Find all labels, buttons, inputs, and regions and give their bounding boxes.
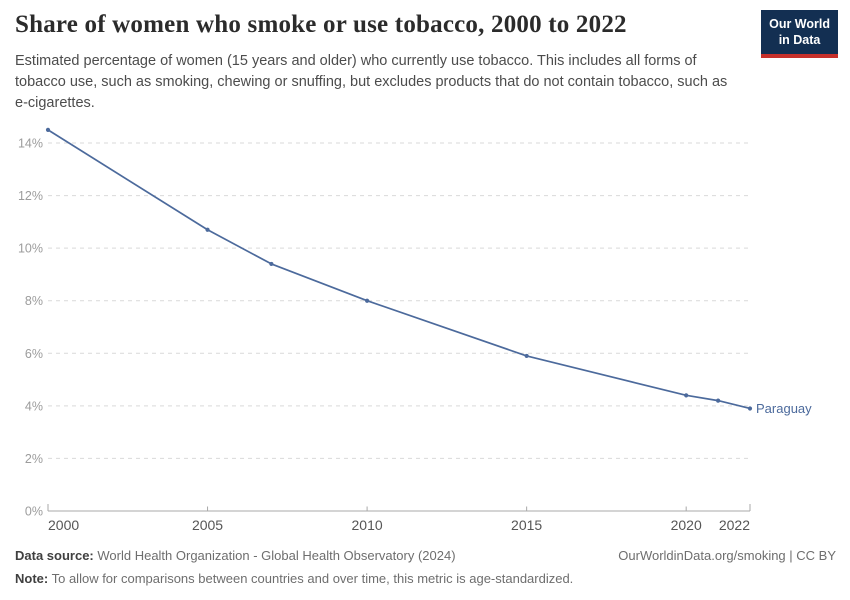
x-tick-label: 2000 xyxy=(48,517,79,533)
chart-subtitle: Estimated percentage of women (15 years … xyxy=(15,53,728,112)
y-tick-label: 4% xyxy=(25,399,43,413)
y-tick-label: 8% xyxy=(25,294,43,308)
data-point-2000[interactable] xyxy=(45,127,51,132)
owid-logo-line1: Our World xyxy=(769,17,830,31)
note-line: Note: To allow for comparisons between c… xyxy=(15,570,836,588)
datasource-label: Data source: xyxy=(15,548,94,563)
x-tick-label: 2005 xyxy=(192,517,223,533)
x-tick-label: 2022 xyxy=(719,517,750,533)
y-tick-label: 12% xyxy=(18,189,43,203)
note-text: To allow for comparisons between countri… xyxy=(51,570,574,586)
entity-label-paraguay[interactable]: Paraguay xyxy=(756,401,812,416)
series-line-paraguay[interactable] xyxy=(47,129,751,410)
data-point-2015[interactable] xyxy=(524,353,529,359)
datasource-text: World Health Organization - Global Healt… xyxy=(97,548,456,563)
owid-citation-link[interactable]: OurWorldinData.org/smoking | CC BY xyxy=(618,548,836,563)
chart-svg: 0% 2% 4% 6% 8% 10% 12% 14% 2000 2005 2010 2015 2020 2… xyxy=(18,127,812,533)
data-point-2005[interactable] xyxy=(205,227,210,232)
owid-logo-line2: in Data xyxy=(778,33,821,48)
chart-footer: Data source: World Health Organization -… xyxy=(15,547,836,587)
data-point-2021[interactable] xyxy=(715,398,721,403)
data-point-2022[interactable] xyxy=(747,406,753,411)
data-point-2007[interactable] xyxy=(269,261,274,267)
datasource-line: Data source: World Health Organization -… xyxy=(15,547,456,565)
y-tick-label: 2% xyxy=(25,452,43,466)
y-tick-label: 6% xyxy=(25,347,43,361)
owid-logo[interactable]: Our World in Data xyxy=(761,10,838,58)
data-point-2010[interactable] xyxy=(364,298,370,303)
y-tick-label: 10% xyxy=(18,242,43,256)
note-label: Note: xyxy=(15,570,49,586)
data-point-2020[interactable] xyxy=(684,393,689,398)
page-title: Share of women who smoke or use tobacco,… xyxy=(15,11,627,38)
y-tick-label: 14% xyxy=(18,137,43,151)
x-tick-label: 2015 xyxy=(511,517,542,533)
y-tick-label: 0% xyxy=(25,505,43,519)
x-tick-label: 2020 xyxy=(671,517,702,533)
x-tick-label: 2010 xyxy=(352,517,383,533)
line-chart[interactable]: 0% 2% 4% 6% 8% 10% 12% 14% 2000 2005 2010 2015 2020 2… xyxy=(0,112,850,542)
